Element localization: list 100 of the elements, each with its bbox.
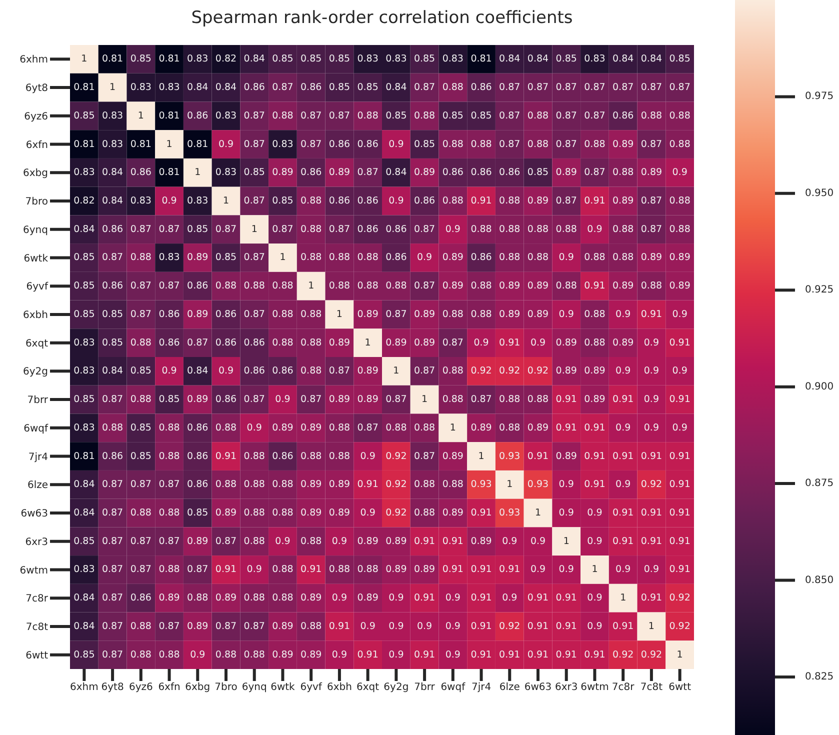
data-label: 0.85	[357, 82, 378, 94]
data-label: 0.88	[470, 308, 492, 320]
data-label: 0.89	[442, 280, 464, 292]
data-label: 0.88	[669, 224, 690, 235]
data-label: 0.86	[244, 337, 265, 348]
data-label: 0.91	[527, 649, 549, 660]
y-tick-label: 6y2g	[23, 366, 48, 378]
data-label: 0.88	[470, 280, 492, 292]
data-label: 0.87	[102, 564, 124, 576]
data-label: 0.89	[442, 508, 464, 518]
data-label: 0.86	[272, 450, 294, 462]
data-label: 0.9	[587, 620, 602, 632]
data-label: 0.89	[584, 366, 606, 377]
x-tick-label: 6wtk	[270, 682, 296, 694]
data-label: 0.89	[386, 536, 407, 547]
data-label: 0.9	[616, 422, 631, 434]
data-label: 0.87	[102, 508, 124, 518]
data-label: 0.87	[158, 479, 180, 490]
data-label: 0.88	[130, 649, 152, 660]
data-label: 0.89	[470, 422, 492, 434]
data-label: 0.87	[102, 536, 124, 547]
data-label: 0.85	[272, 196, 294, 206]
data-label: 0.87	[272, 82, 294, 94]
data-label: 0.88	[499, 196, 520, 206]
data-label: 0.86	[102, 450, 124, 462]
data-label: 1	[478, 450, 484, 462]
data-label: 0.88	[386, 422, 407, 434]
data-label: 0.85	[74, 252, 95, 264]
data-label: 0.87	[357, 167, 378, 178]
data-label: 0.81	[74, 138, 95, 150]
data-label: 0.87	[130, 308, 152, 320]
data-label: 0.88	[328, 450, 350, 462]
data-label: 0.85	[414, 138, 436, 150]
data-label: 0.91	[357, 479, 378, 490]
data-label: 0.89	[640, 167, 662, 178]
data-label: 0.88	[442, 479, 464, 490]
data-label: 0.91	[470, 649, 492, 660]
data-label: 0.91	[470, 508, 492, 518]
data-label: 0.9	[445, 224, 460, 235]
y-tick-label: 6wtk	[24, 253, 48, 264]
data-label: 0.9	[275, 394, 290, 406]
data-label: 0.81	[158, 110, 180, 122]
data-label: 0.83	[215, 167, 237, 178]
x-tick-label: 6lze	[499, 682, 520, 694]
data-label: 0.9	[672, 422, 688, 434]
data-label: 0.88	[300, 308, 322, 320]
data-label: 0.84	[74, 592, 95, 604]
y-tick-label: 7brr	[27, 395, 49, 406]
data-label: 1	[110, 82, 116, 94]
x-tick-label: 7c8t	[640, 682, 663, 694]
data-label: 0.87	[187, 337, 208, 348]
data-label: 0.81	[74, 450, 95, 462]
data-label: 0.88	[272, 110, 294, 122]
data-label: 0.88	[272, 337, 294, 348]
color-bar-label: 0.925	[805, 284, 834, 296]
data-label: 0.91	[499, 649, 520, 660]
data-label: 0.84	[215, 82, 237, 94]
data-label: 0.88	[442, 394, 464, 406]
data-label: 0.83	[130, 196, 152, 206]
data-label: 0.89	[328, 394, 350, 406]
data-label: 0.85	[215, 252, 237, 264]
y-tick-label: 6wtm	[20, 565, 48, 576]
data-label: 0.9	[445, 620, 460, 632]
data-label: 0.88	[300, 196, 322, 206]
data-label: 0.89	[527, 422, 549, 434]
data-label: 0.85	[74, 536, 95, 547]
data-label: 0.86	[612, 110, 634, 122]
data-label: 0.92	[386, 479, 407, 490]
data-label: 0.92	[669, 592, 690, 604]
data-label: 0.91	[669, 394, 690, 406]
data-label: 0.89	[640, 252, 662, 264]
data-label: 0.89	[215, 592, 237, 604]
data-label: 0.85	[328, 54, 350, 65]
data-label: 0.83	[158, 252, 180, 264]
data-label: 0.88	[187, 592, 208, 604]
data-label: 0.81	[158, 54, 180, 65]
data-label: 0.85	[187, 508, 208, 518]
data-label: 0.89	[612, 280, 634, 292]
data-label: 0.9	[616, 308, 631, 320]
data-label: 0.91	[612, 536, 634, 547]
y-tick-label: 6w63	[20, 508, 48, 520]
data-label: 0.87	[215, 536, 237, 547]
data-label: 1	[592, 564, 598, 576]
y-tick-label: 7bro	[25, 196, 48, 208]
data-label: 0.88	[215, 422, 237, 434]
data-label: 0.91	[584, 479, 606, 490]
data-label: 0.91	[215, 450, 237, 462]
data-label: 0.88	[499, 394, 520, 406]
data-label: 0.9	[502, 592, 518, 604]
data-label: 0.9	[218, 366, 234, 377]
x-tick-label: 6wtt	[668, 682, 692, 694]
data-label: 0.84	[74, 508, 95, 518]
data-label: 0.9	[332, 536, 348, 547]
data-label: 0.9	[162, 366, 177, 377]
data-label: 0.87	[244, 252, 265, 264]
data-label: 0.87	[556, 138, 577, 150]
data-label: 0.88	[272, 508, 294, 518]
data-label: 0.86	[300, 167, 322, 178]
data-label: 0.89	[499, 280, 520, 292]
data-label: 0.91	[584, 280, 606, 292]
